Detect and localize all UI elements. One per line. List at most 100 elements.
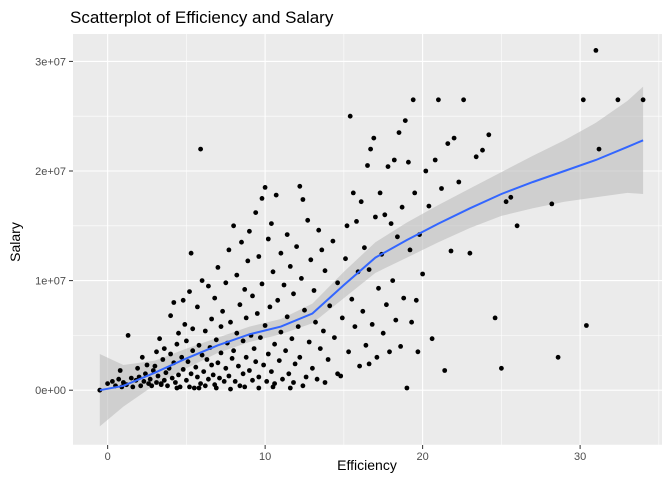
y-axis-title: Salary bbox=[7, 222, 23, 262]
data-point bbox=[213, 385, 219, 391]
data-point bbox=[236, 363, 241, 369]
data-point bbox=[171, 300, 177, 305]
data-point bbox=[368, 146, 373, 152]
data-point bbox=[354, 219, 359, 224]
data-point bbox=[168, 351, 174, 357]
data-point bbox=[254, 311, 260, 316]
data-point bbox=[270, 269, 276, 275]
y-tick-labels: 0e+00 1e+07 2e+07 3e+07 bbox=[35, 56, 66, 397]
data-point bbox=[339, 315, 345, 321]
data-point bbox=[593, 48, 599, 53]
data-point bbox=[154, 380, 159, 385]
data-point bbox=[264, 379, 270, 384]
data-point bbox=[174, 385, 180, 391]
data-point bbox=[330, 238, 336, 244]
data-point bbox=[357, 363, 362, 369]
data-point bbox=[193, 364, 199, 370]
data-point bbox=[584, 323, 589, 328]
data-point bbox=[261, 362, 266, 368]
data-point bbox=[143, 371, 148, 377]
data-point bbox=[360, 308, 366, 314]
data-point bbox=[161, 346, 167, 351]
data-point bbox=[155, 373, 161, 379]
data-point bbox=[415, 349, 421, 355]
data-point bbox=[325, 357, 331, 362]
data-point bbox=[302, 307, 307, 313]
x-tick-label: 10 bbox=[259, 451, 271, 463]
data-point bbox=[480, 147, 485, 153]
data-point bbox=[198, 146, 204, 152]
data-point bbox=[247, 228, 252, 234]
data-point bbox=[144, 362, 150, 368]
data-point bbox=[198, 381, 204, 386]
data-point bbox=[396, 130, 402, 136]
data-point bbox=[275, 297, 281, 303]
axis-ticks bbox=[69, 60, 581, 449]
chart-title: Scatterplot of Efficiency and Salary bbox=[70, 8, 334, 27]
data-point bbox=[407, 247, 413, 253]
data-point bbox=[262, 185, 268, 190]
data-point bbox=[499, 365, 504, 371]
data-point bbox=[125, 333, 131, 338]
data-point bbox=[410, 97, 416, 103]
data-point bbox=[184, 377, 189, 383]
data-point bbox=[335, 371, 340, 377]
data-point bbox=[316, 227, 322, 233]
data-point bbox=[492, 315, 498, 321]
data-point bbox=[229, 356, 235, 361]
data-point bbox=[228, 319, 233, 325]
data-point bbox=[240, 338, 246, 344]
data-point bbox=[218, 350, 224, 356]
data-point bbox=[242, 384, 248, 390]
data-point bbox=[190, 326, 196, 332]
data-point bbox=[398, 344, 403, 349]
data-point bbox=[237, 302, 243, 308]
data-point bbox=[270, 384, 276, 390]
x-tick-labels: 0 10 20 30 bbox=[105, 451, 587, 463]
data-point bbox=[436, 97, 441, 103]
data-point bbox=[549, 201, 555, 207]
data-point bbox=[196, 385, 202, 391]
data-point bbox=[247, 368, 252, 373]
data-point bbox=[402, 118, 408, 123]
data-point bbox=[202, 383, 208, 389]
data-point bbox=[267, 304, 273, 310]
data-point bbox=[117, 368, 123, 373]
data-point bbox=[412, 190, 418, 196]
data-point bbox=[269, 369, 274, 374]
data-point bbox=[362, 245, 367, 251]
data-point bbox=[297, 183, 303, 189]
data-point bbox=[199, 278, 205, 283]
data-point bbox=[432, 157, 438, 163]
data-point bbox=[292, 361, 298, 367]
data-point bbox=[473, 154, 479, 160]
data-point bbox=[258, 335, 263, 340]
data-point bbox=[352, 324, 358, 329]
data-point bbox=[615, 97, 621, 103]
x-tick-label: 30 bbox=[574, 451, 586, 463]
data-point bbox=[135, 365, 141, 371]
data-point bbox=[456, 179, 462, 185]
data-point bbox=[461, 97, 466, 103]
data-point bbox=[218, 324, 224, 329]
data-point bbox=[259, 281, 265, 287]
data-point bbox=[413, 297, 419, 303]
data-point bbox=[284, 314, 290, 320]
data-point bbox=[426, 203, 432, 209]
x-tick-label: 20 bbox=[416, 451, 428, 463]
data-point bbox=[187, 289, 192, 294]
data-point bbox=[191, 385, 197, 391]
data-point bbox=[206, 376, 211, 382]
data-point bbox=[366, 267, 372, 272]
data-point bbox=[327, 303, 333, 309]
data-point bbox=[256, 374, 262, 380]
data-point bbox=[204, 357, 210, 362]
data-point bbox=[376, 285, 381, 291]
data-point bbox=[343, 256, 348, 262]
data-point bbox=[366, 361, 372, 367]
data-point bbox=[423, 168, 429, 174]
data-point bbox=[226, 247, 232, 253]
data-point bbox=[174, 341, 180, 347]
data-point bbox=[253, 359, 259, 365]
